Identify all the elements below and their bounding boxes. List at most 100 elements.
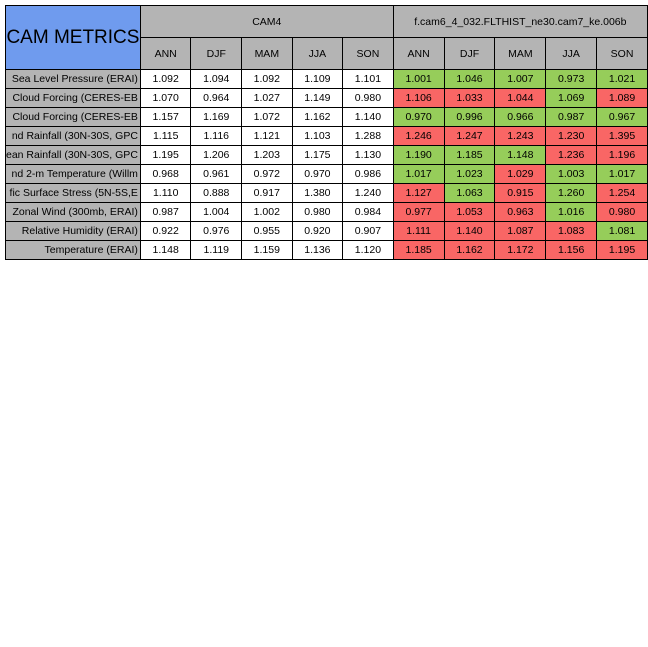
test-value-cell: 1.046 xyxy=(443,69,496,89)
test-value-cell: 0.966 xyxy=(494,107,547,127)
group-header-test-case: f.cam6_4_032.FLTHIST_ne30.cam7_ke.006b xyxy=(392,5,648,38)
test-value-cell: 1.033 xyxy=(443,88,496,108)
cam4-value-cell: 1.103 xyxy=(291,126,344,146)
test-value-cell: 1.185 xyxy=(392,240,445,260)
cam4-value-cell: 1.240 xyxy=(342,183,394,203)
row-label: Temperature (ERAI) xyxy=(5,240,141,260)
cam4-value-cell: 0.917 xyxy=(241,183,293,203)
season-header-row: ANN DJF MAM JJA SON ANN DJF MAM JJA SON xyxy=(6,37,648,70)
season-header-test-son: SON xyxy=(596,37,648,70)
cam4-value-cell: 1.140 xyxy=(342,107,394,127)
table-row: ean Rainfall (30N-30S, GPC 1.195 1.206 1.20… xyxy=(5,145,648,165)
row-label: nd Rainfall (30N-30S, GPC xyxy=(5,126,141,146)
cam4-value-cell: 0.964 xyxy=(190,88,243,108)
season-header-cam4-ann: ANN xyxy=(139,37,192,70)
row-label: Cloud Forcing (CERES-EB xyxy=(5,107,141,127)
test-value-cell: 0.973 xyxy=(545,69,598,89)
test-value-cell: 1.140 xyxy=(443,221,496,241)
cam4-value-cell: 1.121 xyxy=(241,126,293,146)
cam4-value-cell: 1.116 xyxy=(190,126,243,146)
test-value-cell: 1.029 xyxy=(494,164,547,184)
test-value-cell: 1.044 xyxy=(494,88,547,108)
cam4-value-cell: 1.149 xyxy=(291,88,344,108)
group-header-cam4: CAM4 xyxy=(139,5,394,38)
cam4-value-cell: 0.970 xyxy=(291,164,344,184)
season-header-test-djf: DJF xyxy=(443,37,496,70)
row-label: Cloud Forcing (CERES-EB xyxy=(5,88,141,108)
test-value-cell: 1.127 xyxy=(392,183,445,203)
test-value-cell: 1.196 xyxy=(596,145,648,165)
test-value-cell: 0.987 xyxy=(545,107,598,127)
cam4-value-cell: 0.961 xyxy=(190,164,243,184)
cam4-value-cell: 1.004 xyxy=(190,202,243,222)
test-value-cell: 1.007 xyxy=(494,69,547,89)
cam4-value-cell: 0.922 xyxy=(139,221,192,241)
cam4-value-cell: 1.120 xyxy=(342,240,394,260)
season-header-cam4-djf: DJF xyxy=(190,37,243,70)
table-row: Zonal Wind (300mb, ERAI) 0.987 1.004 1.002 0… xyxy=(5,202,648,222)
cam4-value-cell: 0.907 xyxy=(342,221,394,241)
cam4-value-cell: 1.092 xyxy=(241,69,293,89)
test-value-cell: 1.053 xyxy=(443,202,496,222)
season-header-test-ann: ANN xyxy=(392,37,445,70)
cam4-value-cell: 1.110 xyxy=(139,183,192,203)
table-row: Relative Humidity (ERAI) 0.922 0.976 0.955 0… xyxy=(5,221,648,241)
cam4-value-cell: 1.027 xyxy=(241,88,293,108)
cam4-value-cell: 0.986 xyxy=(342,164,394,184)
row-label: fic Surface Stress (5N-5S,E xyxy=(5,183,141,203)
test-value-cell: 1.162 xyxy=(443,240,496,260)
test-value-cell: 1.021 xyxy=(596,69,648,89)
test-value-cell: 1.156 xyxy=(545,240,598,260)
season-header-cam4-jja: JJA xyxy=(291,37,344,70)
cam4-value-cell: 1.115 xyxy=(139,126,192,146)
cam4-value-cell: 1.175 xyxy=(291,145,344,165)
cam4-value-cell: 0.920 xyxy=(291,221,344,241)
cam4-value-cell: 1.101 xyxy=(342,69,394,89)
test-value-cell: 1.243 xyxy=(494,126,547,146)
season-header-test-jja: JJA xyxy=(545,37,598,70)
test-value-cell: 1.247 xyxy=(443,126,496,146)
table-row: nd 2-m Temperature (Willm 0.968 0.961 0.972… xyxy=(5,164,648,184)
test-value-cell: 1.185 xyxy=(443,145,496,165)
cam4-value-cell: 1.072 xyxy=(241,107,293,127)
test-value-cell: 1.106 xyxy=(392,88,445,108)
table-row: Temperature (ERAI) 1.148 1.119 1.159 1.136 1.… xyxy=(5,240,648,260)
cam4-value-cell: 1.169 xyxy=(190,107,243,127)
test-value-cell: 1.172 xyxy=(494,240,547,260)
cam4-value-cell: 1.203 xyxy=(241,145,293,165)
test-value-cell: 1.111 xyxy=(392,221,445,241)
cam4-value-cell: 0.976 xyxy=(190,221,243,241)
cam4-value-cell: 1.157 xyxy=(139,107,192,127)
cam4-value-cell: 0.968 xyxy=(139,164,192,184)
cam4-value-cell: 0.955 xyxy=(241,221,293,241)
test-value-cell: 1.148 xyxy=(494,145,547,165)
test-value-cell: 0.963 xyxy=(494,202,547,222)
cam4-value-cell: 0.980 xyxy=(342,88,394,108)
test-value-cell: 0.915 xyxy=(494,183,547,203)
test-value-cell: 1.195 xyxy=(596,240,648,260)
test-value-cell: 1.230 xyxy=(545,126,598,146)
cam4-value-cell: 0.980 xyxy=(291,202,344,222)
cam4-value-cell: 1.288 xyxy=(342,126,394,146)
cam-metrics-table: CAM METRICS CAM4 f.cam6_4_032.FLTHIST_ne… xyxy=(5,5,648,260)
test-value-cell: 1.001 xyxy=(392,69,445,89)
test-value-cell: 1.254 xyxy=(596,183,648,203)
test-value-cell: 1.395 xyxy=(596,126,648,146)
test-value-cell: 1.003 xyxy=(545,164,598,184)
cam4-value-cell: 1.136 xyxy=(291,240,344,260)
cam4-value-cell: 1.109 xyxy=(291,69,344,89)
test-value-cell: 0.970 xyxy=(392,107,445,127)
cam4-value-cell: 1.380 xyxy=(291,183,344,203)
table-title: CAM METRICS xyxy=(5,5,141,70)
test-value-cell: 1.190 xyxy=(392,145,445,165)
cam4-value-cell: 1.130 xyxy=(342,145,394,165)
table-row: Sea Level Pressure (ERAI) 1.092 1.094 1.092… xyxy=(5,69,648,89)
cam4-value-cell: 1.070 xyxy=(139,88,192,108)
row-label: ean Rainfall (30N-30S, GPC xyxy=(5,145,141,165)
cam4-value-cell: 1.092 xyxy=(139,69,192,89)
season-header-test-mam: MAM xyxy=(494,37,547,70)
row-label: nd 2-m Temperature (Willm xyxy=(5,164,141,184)
cam4-value-cell: 1.162 xyxy=(291,107,344,127)
season-header-cam4-mam: MAM xyxy=(241,37,293,70)
cam4-value-cell: 1.148 xyxy=(139,240,192,260)
